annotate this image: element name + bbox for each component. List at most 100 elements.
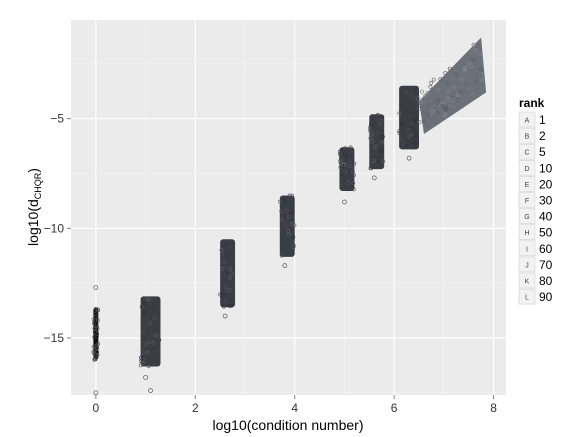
y-tick-label: −10 [44,221,65,235]
data-point-outlier [222,313,228,319]
data-point [91,317,96,322]
data-point [343,146,348,151]
data-point [443,90,448,95]
data-point [429,80,434,85]
data-point [370,131,375,136]
data-points [91,37,487,396]
data-point [95,332,99,337]
x-tick-label: 4 [291,401,298,415]
data-point-outlier [93,285,99,290]
data-point [282,212,287,217]
data-point [153,332,157,337]
data-point [445,81,450,85]
data-point [342,180,347,185]
legend-label: 90 [539,290,553,304]
data-point [92,357,97,362]
data-point [443,107,448,112]
data-point [287,193,292,198]
data-point [409,93,414,98]
data-point [229,303,234,308]
data-point [410,132,414,137]
data-point [379,118,384,123]
data-point [224,266,229,271]
y-axis-title-subscript: CHQR [33,172,43,199]
data-point [288,212,293,217]
data-point [291,245,296,250]
legend-key [518,240,536,257]
data-point [290,239,295,244]
data-point [287,250,292,255]
data-point [443,71,448,75]
data-point [397,129,402,134]
data-point [284,208,289,213]
data-point [410,145,414,150]
legend-item: I 60 [518,240,553,257]
x-tick-label: 8 [490,401,497,415]
data-point [438,77,443,82]
data-point [418,100,423,105]
data-point [283,222,288,227]
data-point [369,162,374,167]
data-point [219,248,224,253]
legend-item: D 10 [518,160,553,176]
data-point [287,232,292,237]
data-point-outlier [148,388,153,393]
legend-key [518,111,536,128]
data-point [95,346,100,351]
data-point [93,314,98,319]
data-point [290,193,295,198]
legend-item: E 20 [518,176,553,192]
data-point [401,92,406,97]
legend-key-letter: J [525,262,529,269]
data-point [344,158,348,163]
data-point [468,64,473,69]
data-point [445,96,450,100]
data-point [415,117,420,122]
data-point [218,292,223,297]
data-point [446,103,451,108]
data-point [480,78,485,83]
legend-key-letter: E [525,182,530,189]
legend-item: K 80 [518,272,553,289]
data-point [425,102,429,107]
data-point [147,324,152,329]
data-point [93,357,97,362]
data-point [458,90,463,95]
data-point [285,225,289,229]
data-point [423,109,428,114]
legend-items: A 1B 2C 5D 10E 20F 30G 40H 50I 60J 70K 80L 90 [518,111,553,305]
data-point [445,76,449,81]
data-point [155,320,160,325]
data-point [290,209,295,214]
y-axis-title-close: ) [25,168,41,173]
y-axis-ticks: −15 −10 −5 [44,112,71,345]
legend-item: G 40 [518,208,553,224]
data-point [370,139,375,144]
data-point [368,122,373,127]
data-point [464,94,469,99]
legend-key-letter: C [524,150,529,157]
data-point [397,131,402,136]
legend-key-letter: D [524,166,529,173]
data-point [221,304,226,309]
data-point [417,120,422,125]
data-point [412,97,417,102]
data-point [147,320,152,325]
data-point [423,93,428,98]
data-point [351,181,356,186]
data-point [230,295,235,300]
data-point [224,285,229,290]
legend-label: 50 [539,226,553,240]
data-point [340,171,344,176]
data-point [442,101,447,106]
data-point [399,137,404,142]
data-point [404,143,409,148]
legend-label: 1 [539,113,546,127]
data-point [221,271,226,276]
legend-title: rank [519,96,545,110]
data-point [350,169,355,174]
point-cluster [218,239,236,319]
